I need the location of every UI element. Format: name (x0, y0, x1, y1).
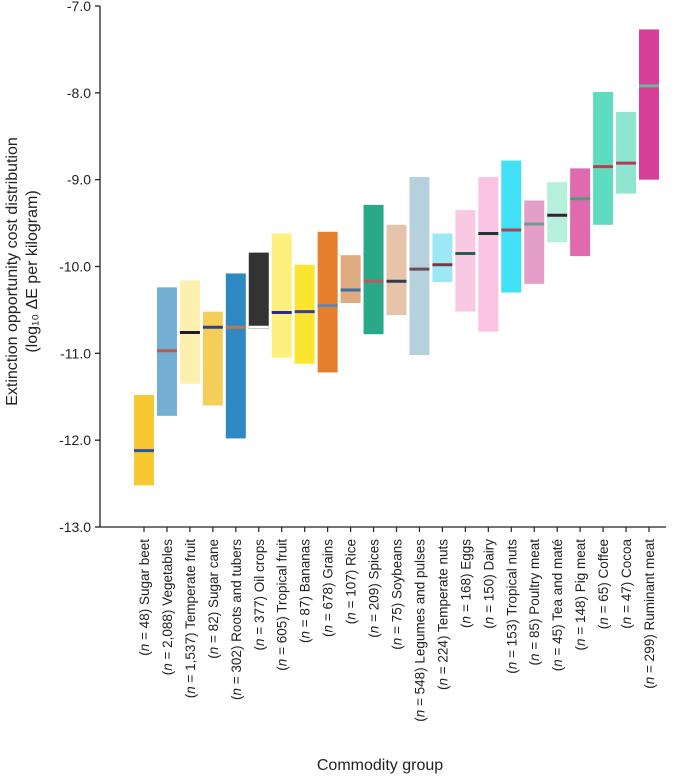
range-bar (271, 233, 292, 358)
range-bar (202, 311, 223, 406)
x-category-label: (n = 48) Sugar beet (137, 539, 152, 656)
x-category-label: (n = 47) Cocoa (619, 539, 634, 629)
bar-group (225, 273, 246, 439)
range-bar (593, 91, 614, 225)
range-bar (455, 210, 476, 312)
range-bar (294, 264, 315, 364)
bar-group (455, 210, 476, 312)
x-category-label: (n = 150) Dairy (481, 539, 496, 629)
x-category-label: (n = 107) Rice (344, 539, 359, 624)
bar-group (524, 200, 545, 284)
range-bar (317, 231, 338, 373)
x-category-label: (n = 65) Coffee (596, 539, 611, 629)
x-category-label: (n = 224) Temperate nuts (435, 539, 450, 690)
x-category-label: (n = 82) Sugar cane (206, 539, 221, 659)
y-tick-label: -7.0 (67, 0, 91, 14)
x-category-label: (n = 678) Grains (321, 539, 336, 637)
x-axis-title: Commodity group (317, 757, 443, 774)
x-category-label: (n = 168) Eggs (458, 539, 473, 628)
y-axis-title-line1: Extinction opportunity cost distribution (4, 137, 21, 406)
x-axis-category-labels: (n = 48) Sugar beet (n = 2,088) Vegetable… (137, 527, 657, 722)
y-axis-title-line2: (log₁₀ ΔE per kilogram) (24, 190, 41, 352)
range-bar (432, 233, 453, 283)
range-bar (524, 200, 545, 284)
bar-group (501, 160, 522, 293)
range-bar (501, 160, 522, 293)
y-tick-label: -12.0 (59, 432, 91, 448)
range-bar (570, 168, 591, 257)
y-tick-label: -11.0 (60, 345, 91, 361)
y-tick-label: -13.0 (59, 519, 91, 535)
bar-group (386, 224, 407, 316)
x-category-label: (n = 209) Spices (367, 539, 382, 638)
bar-group (432, 233, 453, 283)
bar-group (639, 29, 659, 180)
bar-group (134, 395, 154, 486)
bar-group (547, 182, 568, 243)
bar-group (156, 287, 177, 416)
range-bar (547, 182, 568, 243)
bar-group (363, 204, 384, 335)
bar-group (294, 264, 315, 364)
x-category-label: (n = 299) Ruminant meat (642, 539, 657, 689)
y-axis-ticks: -7.0 -8.0 -9.0 -10.0 -11.0 -12.0 -13.0 (59, 0, 100, 535)
x-category-label: (n = 548) Legumes and pulses (412, 539, 427, 722)
range-bar (386, 224, 407, 316)
bar-group (317, 231, 338, 373)
bar-group (409, 177, 430, 356)
x-category-label: (n = 1,537) Temperate fruit (183, 539, 198, 698)
range-bar (478, 177, 499, 332)
bar-group (340, 255, 361, 303)
bar-group (202, 311, 223, 406)
x-category-label: (n = 75) Soybeans (390, 539, 405, 650)
x-category-label: (n = 45) Tea and maté (550, 539, 565, 671)
bar-group (248, 252, 269, 330)
x-category-label: (n = 153) Tropical nuts (504, 539, 519, 674)
bar-group (570, 168, 591, 257)
bar-group (179, 280, 200, 384)
y-tick-label: -10.0 (59, 259, 91, 275)
x-category-label: (n = 605) Tropical fruit (275, 539, 290, 671)
range-bar (225, 273, 246, 439)
x-category-label: (n = 2,088) Vegetables (160, 539, 175, 675)
y-tick-label: -8.0 (67, 85, 91, 101)
range-bar (409, 177, 430, 356)
y-tick-label: -9.0 (67, 172, 91, 188)
x-category-label: (n = 377) Oil crops (252, 539, 267, 651)
bars-group (134, 29, 659, 486)
range-bar (616, 111, 637, 194)
range-bar (639, 29, 659, 180)
bar-group (593, 91, 614, 225)
range-bar (340, 255, 361, 303)
range-bar (248, 252, 269, 330)
x-category-label: (n = 302) Roots and tubers (229, 539, 244, 700)
range-bar (134, 395, 154, 486)
x-category-label: (n = 85) Poultry meat (527, 539, 542, 666)
bar-group (271, 233, 292, 358)
x-category-label: (n = 148) Pig meat (573, 539, 588, 651)
range-bar (363, 204, 384, 335)
bar-group (616, 111, 637, 194)
bar-group (478, 177, 499, 332)
x-category-label: (n = 87) Bananas (298, 539, 313, 643)
